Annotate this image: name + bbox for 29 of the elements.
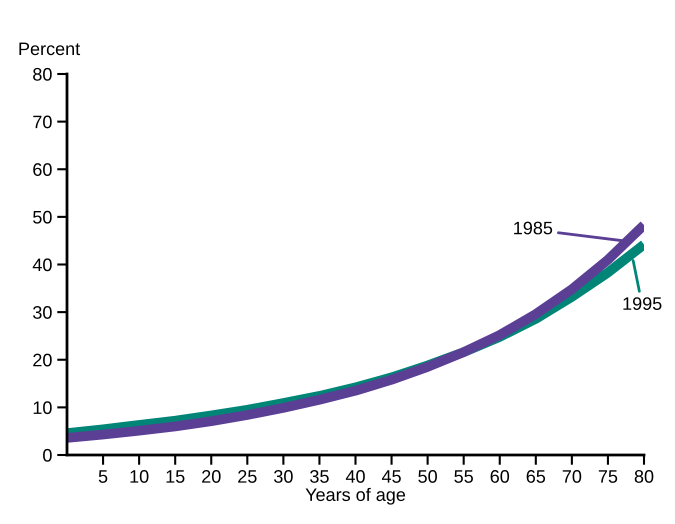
y-tick-label: 60	[33, 163, 52, 176]
x-tick-label: 15	[166, 470, 184, 483]
x-tick-label: 70	[562, 470, 582, 483]
y-tick-label: 70	[33, 116, 52, 128]
x-tick-label: 25	[238, 470, 257, 483]
x-tick-label: 55	[454, 470, 473, 483]
y-tick-label: 20	[33, 354, 52, 366]
y-tick-label: 0	[43, 448, 52, 462]
series-label: 1995	[623, 297, 662, 310]
x-tick-label: 20	[202, 470, 221, 483]
y-tick-label: 50	[33, 210, 52, 224]
x-tick-label: 10	[130, 470, 148, 483]
legend-label: 1985	[514, 222, 552, 234]
x-tick-label: 60	[490, 470, 510, 483]
y-tick-label: 10	[34, 401, 52, 414]
x-tick-label: 45	[382, 470, 401, 483]
y-tick-label: 30	[33, 306, 52, 319]
y-tick-label: 80	[33, 68, 52, 81]
y-tick-label: 40	[32, 258, 52, 272]
x-tick-label: 35	[310, 470, 329, 483]
x-tick-label: 65	[526, 470, 546, 483]
x-tick-label: 30	[274, 470, 293, 483]
x-tick-label: 80	[634, 470, 654, 483]
y-axis-title: Percent	[19, 42, 80, 56]
x-tick-label: 50	[418, 470, 437, 483]
x-tick-label: 75	[598, 470, 618, 483]
x-tick-label: 5	[98, 470, 108, 483]
x-axis-title: Years of age	[306, 488, 406, 505]
x-tick-label: 40	[346, 470, 365, 483]
